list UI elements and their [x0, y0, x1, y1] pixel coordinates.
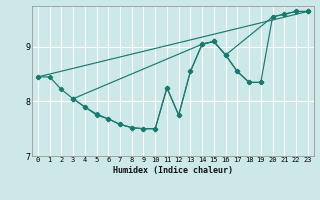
X-axis label: Humidex (Indice chaleur): Humidex (Indice chaleur) [113, 166, 233, 175]
